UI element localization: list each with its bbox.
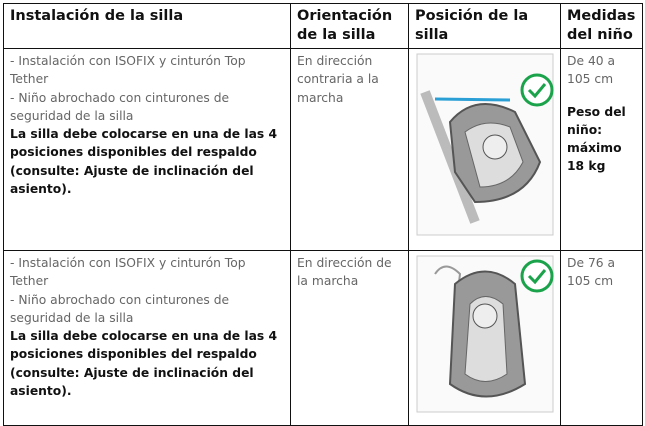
position-cell xyxy=(408,250,561,426)
header-cell: Instalación de la silla xyxy=(3,3,291,49)
installation-note: La silla debe colocarse en una de las 4 … xyxy=(10,127,278,197)
orientation-text: En dirección de la marcha xyxy=(297,256,392,289)
table: Instalación de la silla Orientación de l… xyxy=(3,3,643,426)
seat-illustration xyxy=(416,53,554,236)
measures-text: De 40 a 105 cm xyxy=(567,54,616,87)
weight-text: Peso del niño: máximo 18 kg xyxy=(567,104,626,174)
measures-cell: De 40 a 105 cm Peso del niño: máximo 18 k… xyxy=(560,48,643,251)
orientation-text: En dirección contraria a la marcha xyxy=(297,54,379,105)
position-cell xyxy=(408,48,561,251)
measures-text: De 76 a 105 cm xyxy=(567,256,616,289)
orientation-cell: En dirección contraria a la marcha xyxy=(290,48,409,251)
header-cell: Orientación de la silla xyxy=(290,3,409,49)
installation-cell: - Instalación con ISOFIX y cinturón Top … xyxy=(3,48,291,251)
installation-cell: - Instalación con ISOFIX y cinturón Top … xyxy=(3,250,291,426)
installation-item: - Instalación con ISOFIX y cinturón Top … xyxy=(10,256,246,289)
table-row: - Instalación con ISOFIX y cinturón Top … xyxy=(3,48,643,251)
orientation-cell: En dirección de la marcha xyxy=(290,250,409,426)
measures-cell: De 76 a 105 cm xyxy=(560,250,643,426)
table-row: - Instalación con ISOFIX y cinturón Top … xyxy=(3,250,643,426)
installation-item: - Instalación con ISOFIX y cinturón Top … xyxy=(10,54,246,87)
header-row: Instalación de la silla Orientación de l… xyxy=(3,3,643,49)
header-cell: Medidas del niño xyxy=(560,3,643,49)
installation-item: - Niño abrochado con cinturones de segur… xyxy=(10,90,230,123)
installation-note: La silla debe colocarse en una de las 4 … xyxy=(10,329,278,399)
seat-illustration xyxy=(416,255,554,413)
header-cell: Posición de la silla xyxy=(408,3,561,49)
installation-item: - Niño abrochado con cinturones de segur… xyxy=(10,292,230,325)
